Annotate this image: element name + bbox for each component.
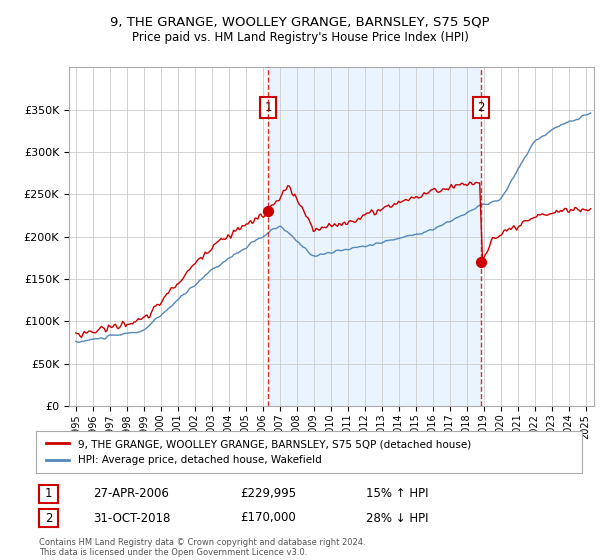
- Text: 2: 2: [477, 101, 484, 114]
- Text: Contains HM Land Registry data © Crown copyright and database right 2024.
This d: Contains HM Land Registry data © Crown c…: [39, 538, 365, 557]
- Point: [476, 258, 485, 267]
- Text: 1: 1: [45, 487, 52, 501]
- Text: 27-APR-2006: 27-APR-2006: [93, 487, 169, 501]
- Text: £170,000: £170,000: [240, 511, 296, 525]
- Text: 2: 2: [45, 511, 52, 525]
- Point: [263, 207, 273, 216]
- Text: £229,995: £229,995: [240, 487, 296, 501]
- Text: 31-OCT-2018: 31-OCT-2018: [93, 511, 170, 525]
- Text: Price paid vs. HM Land Registry's House Price Index (HPI): Price paid vs. HM Land Registry's House …: [131, 31, 469, 44]
- Text: 28% ↓ HPI: 28% ↓ HPI: [366, 511, 428, 525]
- Text: 9, THE GRANGE, WOOLLEY GRANGE, BARNSLEY, S75 5QP: 9, THE GRANGE, WOOLLEY GRANGE, BARNSLEY,…: [110, 16, 490, 29]
- Text: 15% ↑ HPI: 15% ↑ HPI: [366, 487, 428, 501]
- Legend: 9, THE GRANGE, WOOLLEY GRANGE, BARNSLEY, S75 5QP (detached house), HPI: Average : 9, THE GRANGE, WOOLLEY GRANGE, BARNSLEY,…: [41, 434, 476, 470]
- Text: 1: 1: [265, 101, 272, 114]
